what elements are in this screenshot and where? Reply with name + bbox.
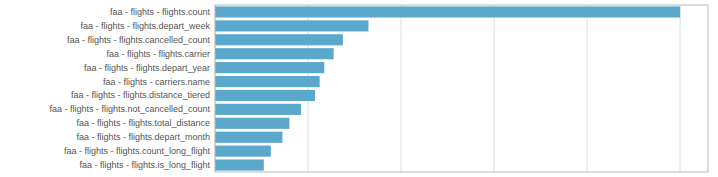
category-label: faa - flights - flights.depart_week (80, 21, 210, 31)
bar (215, 104, 301, 115)
bar (215, 76, 320, 87)
grid (215, 5, 680, 172)
category-label: faa - flights - flights.depart_year (84, 63, 210, 73)
bar (215, 62, 324, 73)
category-label: faa - flights - flights.not_cancelled_co… (49, 104, 210, 114)
category-label: faa - flights - flights.count_long_fligh… (64, 146, 211, 156)
bars (215, 6, 680, 170)
category-label: faa - flights - flights.count (110, 7, 211, 17)
grid-line (401, 5, 402, 172)
chart: faa - flights - flights.count faa - fligh… (0, 0, 718, 177)
grid-line (680, 5, 681, 172)
category-label: faa - flights - carriers.name (103, 77, 210, 87)
bar (215, 90, 315, 101)
bar (215, 132, 282, 143)
category-label: faa - flights - flights.distance_tiered (71, 90, 210, 100)
grid-line (587, 5, 588, 172)
bar (215, 118, 289, 129)
category-label: faa - flights - flights.is_long_flight (79, 160, 210, 170)
bar (215, 159, 264, 170)
bar (215, 6, 680, 17)
bar (215, 20, 368, 31)
category-label: faa - flights - flights.cancelled_count (67, 35, 211, 45)
bar (215, 48, 334, 59)
y-axis-labels: faa - flights - flights.count faa - fligh… (49, 7, 210, 170)
category-label: faa - flights - flights.carrier (106, 49, 210, 59)
bar (215, 34, 343, 45)
grid-line (494, 5, 495, 172)
plot-frame (215, 5, 708, 172)
category-label: faa - flights - flights.total_distance (76, 118, 210, 128)
bar (215, 146, 271, 157)
category-label: faa - flights - flights.depart_month (76, 132, 210, 142)
